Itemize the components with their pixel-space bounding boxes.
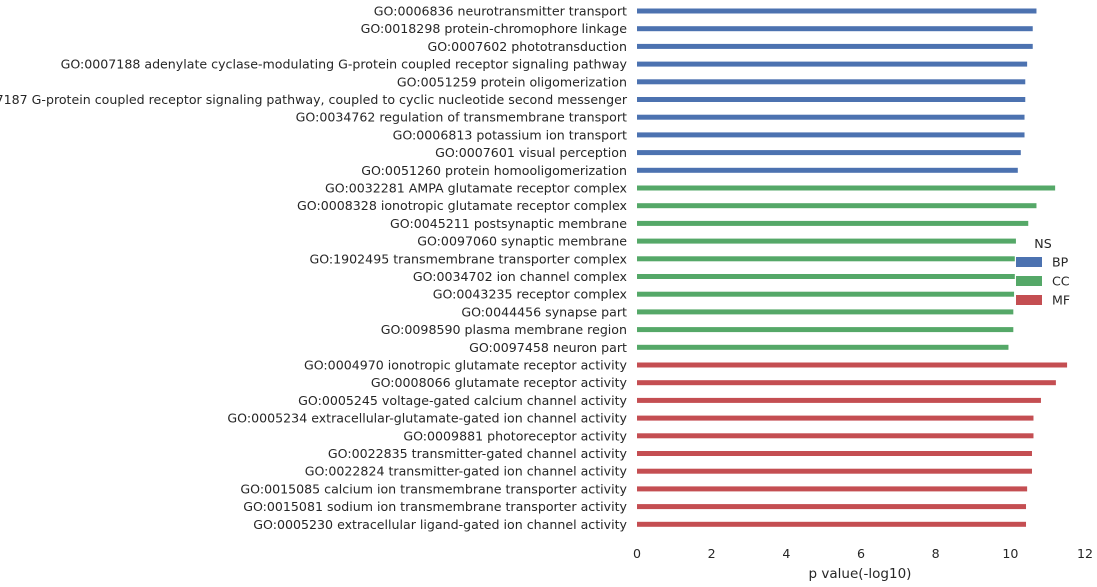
- legend-swatch: [1016, 276, 1042, 286]
- legend: NS BP CC MF: [1016, 236, 1070, 308]
- category-label: GO:0034762 regulation of transmembrane t…: [296, 110, 627, 125]
- x-tick-label: 6: [857, 546, 865, 561]
- category-label: GO:0007188 adenylate cyclase-modulating …: [61, 57, 628, 72]
- bar: [637, 309, 1014, 315]
- x-tick-label: 10: [1002, 546, 1018, 561]
- bar: [637, 451, 1032, 456]
- category-label: GO:0098590 plasma membrane region: [381, 322, 627, 337]
- x-tick-label: 12: [1077, 546, 1093, 561]
- bar: [637, 220, 1029, 226]
- legend-label: BP: [1052, 255, 1069, 270]
- category-label: GO:0051260 protein homooligomerization: [361, 163, 627, 178]
- bar: [637, 291, 1015, 297]
- category-label: GO:0008066 glutamate receptor activity: [371, 375, 628, 390]
- category-label: GO:0045211 postsynaptic membrane: [390, 216, 627, 231]
- category-label: GO:0007602 phototransduction: [427, 39, 627, 54]
- category-label: GO:0022824 transmitter-gated ion channel…: [305, 464, 628, 479]
- category-label: GO:0022835 transmitter-gated channel act…: [328, 446, 628, 461]
- x-axis-title: p value(-log10): [809, 566, 912, 582]
- category-label: GO:0043235 receptor complex: [433, 287, 628, 302]
- category-label: GO:0006813 potassium ion transport: [393, 127, 627, 142]
- legend-label: CC: [1052, 274, 1070, 289]
- bar: [637, 203, 1037, 209]
- category-label: GO:0008328 ionotropic glutamate receptor…: [297, 198, 627, 213]
- bar: [637, 132, 1025, 138]
- bar: [637, 79, 1026, 85]
- bar: [637, 504, 1027, 510]
- bar: [637, 114, 1025, 120]
- category-label: GO:0032281 AMPA glutamate receptor compl…: [325, 181, 628, 196]
- bars-layer: [637, 8, 1068, 527]
- x-tick-label: 4: [782, 546, 790, 561]
- bar: [637, 61, 1028, 67]
- legend-swatch: [1016, 257, 1042, 267]
- category-label: GO:0015081 sodium ion transmembrane tran…: [243, 499, 627, 514]
- category-label: GO:0018298 protein-chromophore linkage: [361, 21, 628, 36]
- category-label: GO:0005230 extracellular ligand-gated io…: [253, 517, 627, 532]
- category-label: GO:0004970 ionotropic glutamate receptor…: [304, 358, 628, 373]
- bar: [637, 362, 1068, 368]
- bar: [637, 415, 1034, 421]
- category-label: GO:0034702 ion channel complex: [413, 269, 628, 284]
- x-tick-label: 0: [633, 546, 641, 561]
- category-label: GO:0044456 synapse part: [461, 304, 627, 319]
- category-label: GO:0051259 protein oligomerization: [397, 74, 627, 89]
- category-labels: GO:0006836 neurotransmitter transport GO:…: [0, 4, 628, 532]
- bar: [637, 397, 1041, 403]
- category-label: GO:0006836 neurotransmitter transport: [374, 4, 627, 19]
- bar: [637, 150, 1021, 156]
- bar: [637, 97, 1026, 102]
- bar: [637, 468, 1032, 474]
- legend-swatch: [1016, 295, 1042, 305]
- x-tick-label: 8: [932, 546, 940, 561]
- category-label: GO:0097060 synaptic membrane: [417, 234, 627, 249]
- bar: [637, 43, 1033, 49]
- bar: [637, 185, 1056, 191]
- category-label: GO:0007187 G-protein coupled receptor si…: [0, 92, 628, 107]
- bar: [637, 274, 1015, 279]
- bar: [637, 8, 1037, 14]
- x-tick-label: 2: [708, 546, 716, 561]
- category-label: GO:0009881 photoreceptor activity: [403, 428, 627, 443]
- bar: [637, 433, 1034, 439]
- category-label: GO:0015085 calcium ion transmembrane tra…: [240, 481, 627, 496]
- bar: [637, 26, 1033, 32]
- bar: [637, 256, 1015, 262]
- bar: [637, 380, 1056, 386]
- legend-title: NS: [1034, 236, 1051, 251]
- x-axis: 0 2 4 6 8 10 12: [633, 546, 1093, 561]
- category-label: GO:0005245 voltage-gated calcium channel…: [298, 393, 627, 408]
- category-label: GO:1902495 transmembrane transporter com…: [309, 251, 627, 266]
- bar: [637, 344, 1009, 350]
- bar: [637, 167, 1018, 173]
- category-label: GO:0097458 neuron part: [469, 340, 627, 355]
- bar: [637, 486, 1028, 492]
- bar: [637, 521, 1027, 527]
- bar: [637, 327, 1014, 333]
- bar: [637, 238, 1016, 244]
- category-label: GO:0007601 visual perception: [435, 145, 627, 160]
- legend-label: MF: [1052, 293, 1070, 308]
- category-label: GO:0005234 extracellular-glutamate-gated…: [227, 411, 627, 426]
